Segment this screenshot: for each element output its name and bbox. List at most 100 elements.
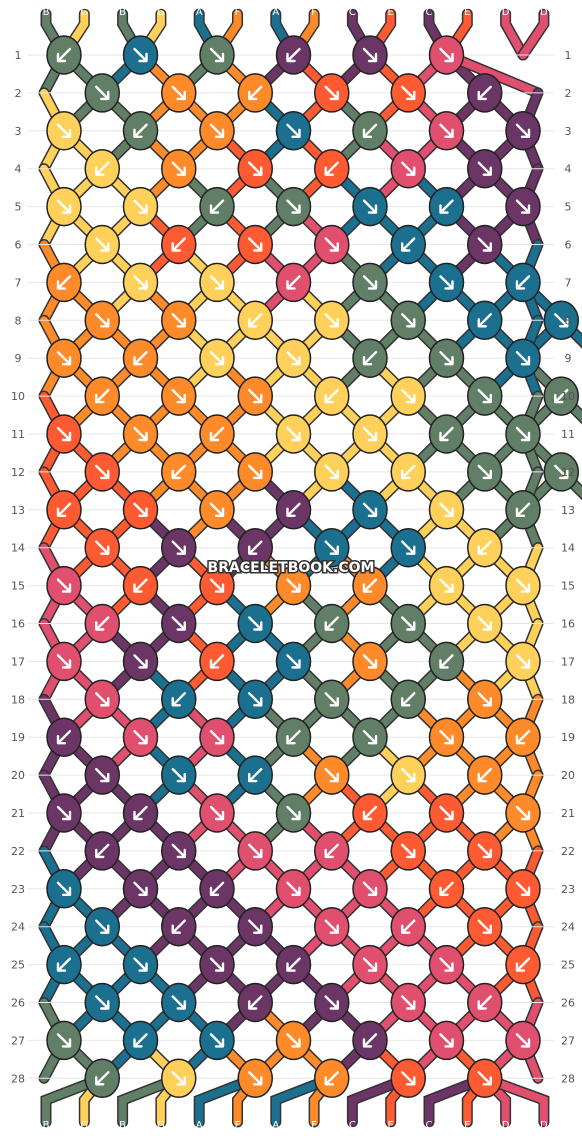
arrow-icon bbox=[56, 1033, 71, 1047]
arrow-icon bbox=[440, 654, 454, 668]
knot bbox=[122, 490, 159, 530]
arrow-head-icon bbox=[248, 1000, 258, 1010]
arrow-head-icon bbox=[406, 848, 416, 859]
arrow-head-icon bbox=[444, 583, 454, 593]
knot bbox=[46, 565, 82, 606]
knot bbox=[237, 224, 273, 265]
knot bbox=[84, 148, 120, 189]
arrow-icon bbox=[56, 351, 71, 365]
arrow-icon bbox=[439, 578, 453, 592]
row-number-right: 4 bbox=[565, 163, 572, 176]
knot bbox=[122, 641, 159, 682]
strand-label-top: D bbox=[540, 7, 548, 18]
knot bbox=[352, 111, 388, 151]
knot bbox=[161, 300, 197, 341]
arrow-head-icon bbox=[133, 1038, 143, 1048]
knot bbox=[46, 490, 82, 530]
row-number-right: 28 bbox=[561, 1072, 575, 1085]
row-number-right: 21 bbox=[561, 807, 575, 820]
row-number-right: 26 bbox=[561, 997, 575, 1010]
knot bbox=[46, 111, 82, 151]
arrow-icon bbox=[324, 692, 338, 706]
knot bbox=[505, 641, 541, 682]
knot bbox=[275, 414, 312, 454]
arrow-icon bbox=[171, 313, 185, 327]
knot bbox=[122, 35, 159, 75]
arrow-head-icon bbox=[133, 583, 143, 593]
arrow-head-icon bbox=[367, 431, 378, 442]
row-number-left: 20 bbox=[11, 769, 25, 782]
row-number-left: 17 bbox=[11, 655, 25, 668]
arrow-head-icon bbox=[138, 886, 148, 896]
row-number-left: 25 bbox=[11, 959, 25, 972]
knot bbox=[314, 906, 350, 947]
knot bbox=[352, 565, 388, 606]
arrow-head-icon bbox=[367, 886, 378, 896]
arrow-icon bbox=[324, 464, 338, 479]
arrow-head-icon bbox=[214, 810, 225, 821]
arrow-head-icon bbox=[95, 1076, 105, 1086]
arrow-head-icon bbox=[515, 507, 526, 517]
row-number-left: 14 bbox=[11, 542, 25, 555]
arrow-icon bbox=[439, 351, 453, 365]
arrow-head-icon bbox=[367, 962, 378, 972]
arrow-icon bbox=[362, 957, 377, 971]
arrow-head-icon bbox=[401, 697, 411, 707]
arrow-head-icon bbox=[253, 242, 263, 252]
arrow-head-icon bbox=[248, 90, 258, 101]
knot bbox=[467, 906, 503, 947]
arrow-icon bbox=[171, 388, 185, 403]
arrow-icon bbox=[363, 351, 378, 365]
arrow-head-icon bbox=[214, 52, 225, 63]
knot bbox=[428, 869, 465, 909]
arrow-icon bbox=[516, 957, 531, 971]
knot bbox=[467, 300, 503, 341]
knot bbox=[84, 452, 120, 492]
arrow-icon bbox=[401, 995, 415, 1009]
knot bbox=[237, 148, 273, 189]
arrow-icon bbox=[249, 995, 263, 1009]
arrow-icon bbox=[439, 502, 453, 516]
arrow-head-icon bbox=[329, 924, 339, 934]
arrow-head-icon bbox=[367, 204, 378, 214]
knot bbox=[505, 262, 541, 303]
knot bbox=[543, 376, 579, 416]
knot bbox=[352, 35, 388, 75]
arrow-icon bbox=[478, 313, 492, 327]
knot bbox=[314, 831, 350, 871]
knot bbox=[505, 1020, 541, 1061]
strand-label-top: G bbox=[157, 7, 165, 18]
knot bbox=[543, 452, 579, 492]
knot bbox=[352, 186, 388, 227]
arrow-icon bbox=[209, 730, 224, 744]
arrow-icon bbox=[56, 199, 71, 213]
arrow-icon bbox=[134, 123, 148, 138]
arrow-head-icon bbox=[56, 280, 67, 290]
arrow-icon bbox=[249, 85, 263, 100]
strand-label-bottom: F bbox=[311, 1120, 317, 1131]
arrow-icon bbox=[439, 805, 453, 820]
arrow-head-icon bbox=[100, 924, 110, 934]
arrow-icon bbox=[478, 995, 492, 1009]
knot bbox=[314, 527, 350, 568]
arrow-head-icon bbox=[209, 431, 220, 442]
arrow-head-icon bbox=[138, 962, 148, 972]
knot bbox=[46, 35, 82, 75]
arrow-icon bbox=[210, 654, 225, 668]
knot bbox=[390, 148, 426, 189]
knot bbox=[237, 906, 273, 947]
arrow-head-icon bbox=[444, 280, 454, 290]
arrow-head-icon bbox=[171, 469, 181, 480]
arrow-icon bbox=[95, 313, 109, 327]
arrow-head-icon bbox=[515, 735, 526, 745]
arrow-head-icon bbox=[209, 886, 220, 896]
arrow-icon bbox=[477, 237, 491, 251]
knot bbox=[275, 111, 312, 151]
knot bbox=[122, 944, 159, 985]
arrow-icon bbox=[325, 616, 339, 630]
arrow-icon bbox=[133, 502, 147, 516]
arrow-icon bbox=[324, 995, 338, 1009]
strand-label-bottom: F bbox=[235, 1120, 241, 1131]
arrow-head-icon bbox=[95, 621, 105, 631]
